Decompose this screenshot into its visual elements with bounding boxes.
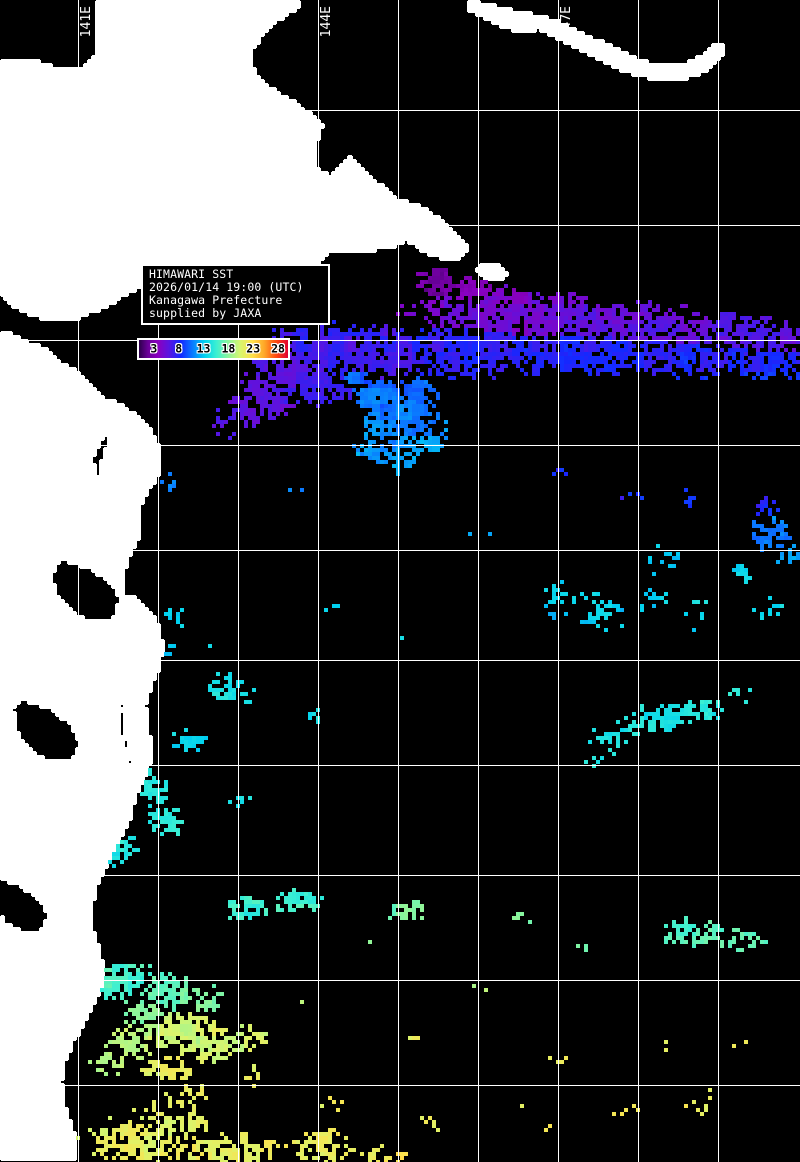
colorbar-tick-13: 13: [196, 341, 211, 356]
colorbar-gradient: [139, 340, 288, 358]
colorbar-tick-28: 28: [271, 341, 285, 356]
lon-label-144E: 144E: [319, 6, 334, 38]
colorbar: 3 8 13 18 23 28: [137, 338, 290, 360]
info-line-source: supplied by JAXA: [149, 306, 262, 320]
info-line-product: HIMAWARI SST: [149, 267, 234, 281]
colorbar-tick-3: 3: [150, 341, 158, 356]
info-line-timestamp: 2026/01/14 19:00 (UTC): [149, 280, 304, 294]
colorbar-tick-8: 8: [175, 341, 183, 356]
lon-label-147E: 147E: [559, 6, 574, 38]
lat-label-45N: 45N: [10, 95, 34, 110]
info-line-region: Kanagawa Prefecture: [149, 293, 283, 307]
colorbar-tick-labels: 3 8 13 18 23 28: [139, 340, 288, 358]
lon-label-141E: 141E: [79, 6, 94, 38]
colorbar-tick-18: 18: [221, 341, 236, 356]
colorbar-tick-23: 23: [246, 341, 261, 356]
info-box: HIMAWARI SST 2026/01/14 19:00 (UTC) Kana…: [141, 264, 330, 325]
